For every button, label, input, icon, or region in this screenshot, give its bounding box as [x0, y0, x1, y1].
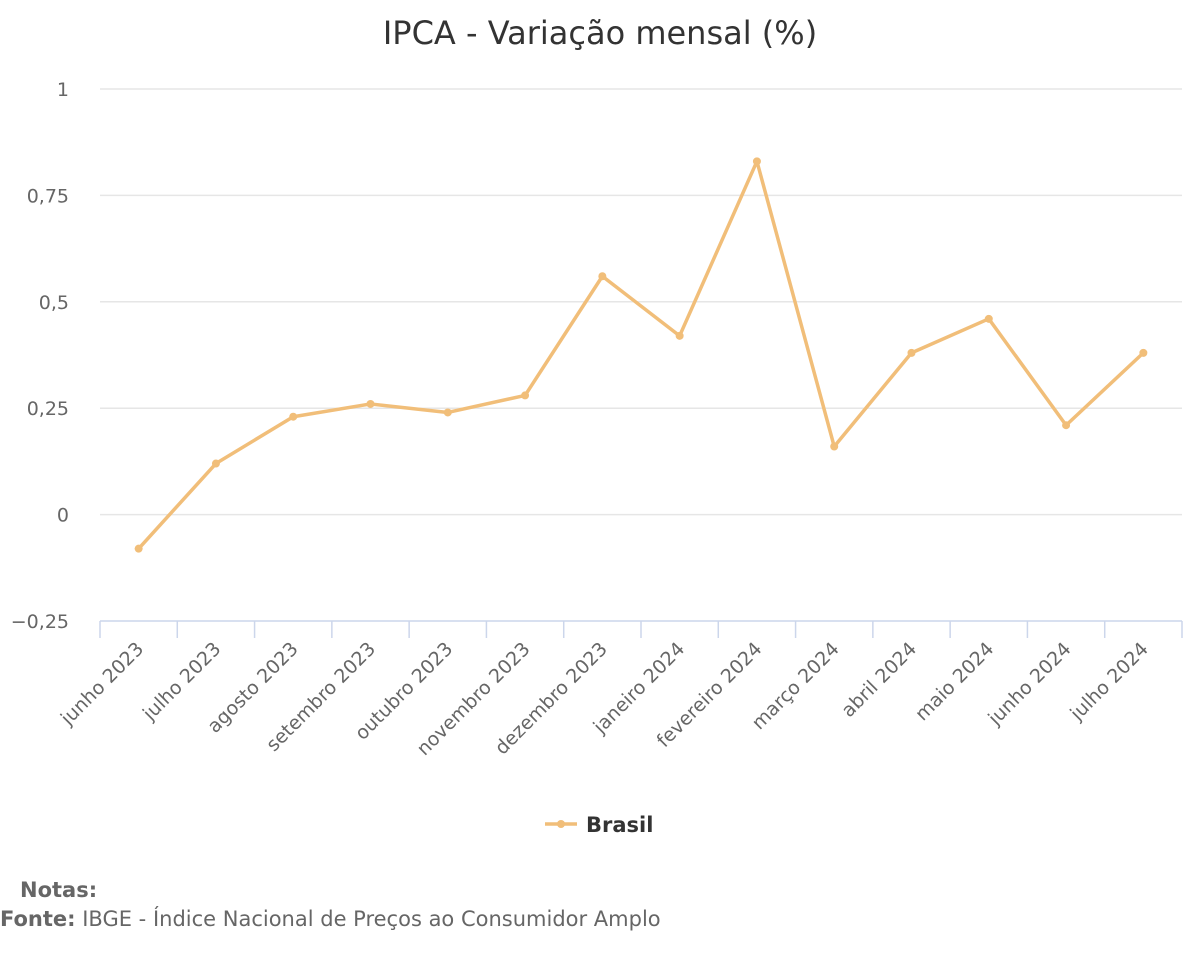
data-point — [521, 391, 530, 400]
data-point — [907, 348, 916, 357]
data-point — [598, 272, 607, 281]
data-point — [289, 412, 298, 421]
legend: Brasil — [545, 813, 653, 837]
chart-title: IPCA - Variação mensal (%) — [382, 14, 818, 52]
data-point — [366, 399, 375, 408]
x-tick-label: junho 2024 — [983, 638, 1075, 730]
series-brasil — [134, 157, 1148, 553]
notes-label: Notas: — [20, 878, 98, 902]
y-tick-label: 0,25 — [27, 398, 69, 420]
data-point — [1139, 348, 1148, 357]
data-point — [1062, 421, 1071, 430]
data-point — [211, 459, 220, 468]
legend-label: Brasil — [586, 813, 653, 837]
data-point — [675, 331, 684, 340]
y-tick-label: 0 — [57, 505, 69, 527]
y-tick-label: −0,25 — [11, 611, 69, 633]
legend-swatch-marker — [557, 820, 565, 828]
x-tick-label: abril 2024 — [837, 638, 921, 722]
y-tick-label: 1 — [57, 79, 69, 101]
source-label: Fonte: — [0, 907, 76, 931]
y-axis-labels: 1 0,75 0,5 0,25 0 −0,25 — [11, 79, 69, 633]
y-tick-label: 0,75 — [27, 185, 69, 207]
y-tick-label: 0,5 — [39, 292, 69, 314]
data-point — [134, 544, 143, 553]
data-point — [443, 408, 452, 417]
source-text: IBGE - Índice Nacional de Preços ao Cons… — [75, 907, 661, 931]
source-note: Fonte: IBGE - Índice Nacional de Preços … — [0, 907, 661, 931]
data-point — [830, 442, 839, 451]
x-tick-label: julho 2024 — [1065, 638, 1152, 725]
data-point — [984, 314, 993, 323]
data-point — [752, 157, 761, 166]
x-tick-label: junho 2023 — [56, 638, 148, 730]
series-line — [136, 159, 1146, 551]
grid-lines — [100, 88, 1182, 516]
